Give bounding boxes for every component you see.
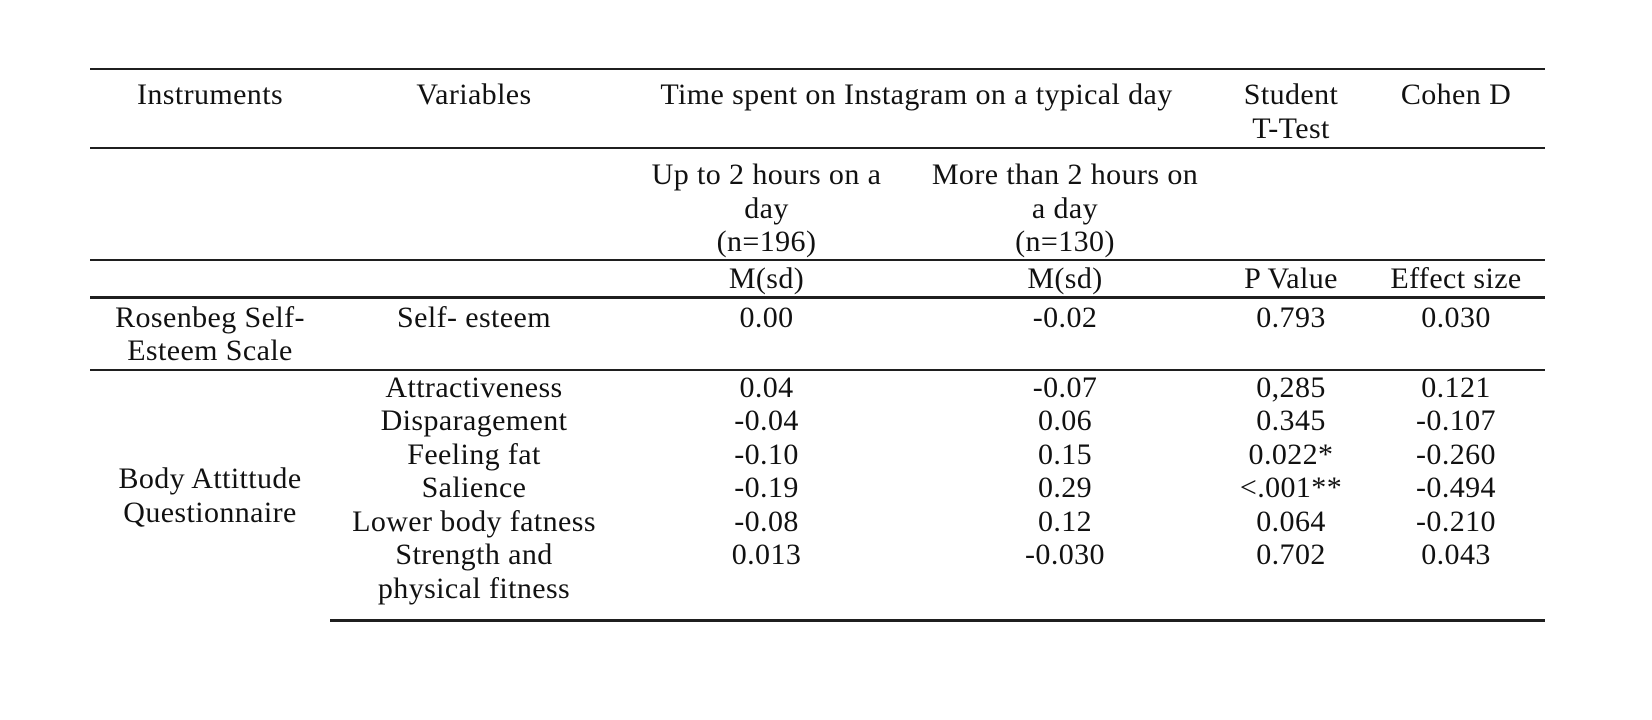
table-row: Lower body fatness -0.08 0.12 0.064 -0.2… bbox=[90, 505, 1545, 539]
m1-cell: -0.10 bbox=[734, 437, 799, 471]
instrument-cell: Body Attittude Questionnaire bbox=[118, 462, 302, 529]
subheader-group-1: Up to 2 hours on a day (n=196) bbox=[618, 148, 915, 261]
effect-size-cell: 0.043 bbox=[1367, 538, 1545, 622]
header-row-1: Instruments Variables Time spent on Inst… bbox=[90, 68, 1545, 149]
variable-cell: Attractiveness bbox=[385, 370, 563, 404]
variable-cell: Feeling fat bbox=[407, 437, 541, 471]
subheader-effect-size: Effect size bbox=[1367, 259, 1545, 299]
header-row-2: Up to 2 hours on a day (n=196) More than… bbox=[90, 148, 1545, 261]
header-row-3: M(sd) M(sd) P Value Effect size bbox=[90, 259, 1545, 299]
variable-cell: Self- esteem bbox=[330, 297, 618, 371]
table-row: Strength and physical fitness 0.013 -0.0… bbox=[90, 538, 1545, 622]
header-variables: Variables bbox=[330, 68, 618, 149]
effect-size-cell: -0.107 bbox=[1416, 404, 1496, 437]
p-value-cell: 0.064 bbox=[1256, 504, 1326, 538]
empty-cell bbox=[1215, 148, 1367, 261]
results-table: Instruments Variables Time spent on Inst… bbox=[90, 68, 1545, 622]
empty-cell bbox=[1367, 148, 1545, 261]
m1-cell: 0.00 bbox=[618, 297, 915, 371]
header-cohen-d: Cohen D bbox=[1367, 68, 1545, 149]
subheader-m-sd-2: M(sd) bbox=[915, 259, 1215, 299]
empty-cell bbox=[90, 259, 330, 299]
p-value-cell: 0.793 bbox=[1215, 297, 1367, 371]
subheader-group-2: More than 2 hours on a day (n=130) bbox=[915, 148, 1215, 261]
header-student-t-test: Student T-Test bbox=[1215, 68, 1367, 149]
table-row: Body Attittude Questionnaire Attractiven… bbox=[90, 370, 1545, 529]
table-row: Disparagement -0.04 0.06 0.345 -0.107 bbox=[90, 404, 1545, 438]
subheader-m-sd-1: M(sd) bbox=[618, 259, 915, 299]
empty-cell bbox=[330, 259, 618, 299]
p-value-cell: 0.345 bbox=[1256, 404, 1326, 437]
p-value-cell: <.001** bbox=[1239, 471, 1343, 504]
variable-cell: Lower body fatness bbox=[352, 504, 596, 538]
variable-cell: Disparagement bbox=[380, 404, 568, 437]
effect-size-cell: -0.494 bbox=[1416, 471, 1496, 504]
m2-cell: -0.02 bbox=[915, 297, 1215, 371]
m1-cell: -0.04 bbox=[734, 404, 799, 437]
m1-cell: -0.19 bbox=[734, 471, 799, 504]
m1-cell: 0.013 bbox=[618, 538, 915, 622]
variable-cell: Salience bbox=[421, 471, 527, 504]
m2-cell: 0.06 bbox=[1037, 404, 1093, 437]
empty-cell bbox=[330, 148, 618, 261]
table-row: Salience -0.19 0.29 <.001** -0.494 bbox=[90, 471, 1545, 505]
effect-size-cell: 0.121 bbox=[1421, 370, 1491, 404]
subheader-p-value: P Value bbox=[1215, 259, 1367, 299]
m2-cell: 0.29 bbox=[1037, 471, 1093, 504]
header-instruments: Instruments bbox=[90, 68, 330, 149]
m2-cell: 0.12 bbox=[1037, 504, 1093, 538]
m2-cell: 0.15 bbox=[1037, 437, 1093, 471]
table-row: Rosenbeg Self- Esteem Scale Self- esteem… bbox=[90, 297, 1545, 371]
effect-size-cell: -0.210 bbox=[1416, 504, 1496, 538]
table-row: Feeling fat -0.10 0.15 0.022* -0.260 bbox=[90, 438, 1545, 472]
header-time-spent: Time spent on Instagram on a typical day bbox=[618, 68, 1215, 149]
empty-cell bbox=[90, 148, 330, 261]
m1-cell: 0.04 bbox=[739, 370, 794, 404]
effect-size-cell: 0.030 bbox=[1367, 297, 1545, 371]
p-value-cell: 0,285 bbox=[1256, 370, 1326, 404]
m2-cell: -0.030 bbox=[915, 538, 1215, 622]
p-value-cell: 0.022* bbox=[1248, 437, 1334, 471]
m1-cell: -0.08 bbox=[734, 504, 799, 538]
effect-size-cell: -0.260 bbox=[1416, 437, 1496, 471]
variable-cell: Strength and physical fitness bbox=[330, 538, 618, 622]
instrument-cell: Rosenbeg Self- Esteem Scale bbox=[90, 297, 330, 371]
m2-cell: -0.07 bbox=[1032, 370, 1098, 404]
p-value-cell: 0.702 bbox=[1215, 538, 1367, 622]
